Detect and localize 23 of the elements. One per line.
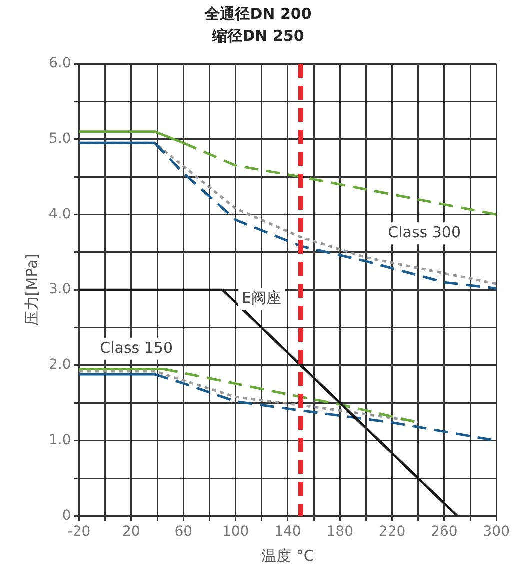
chart-subtitle: 缩径DN 250: [212, 26, 304, 45]
x-tick-label: -20: [68, 524, 91, 540]
y-tick-label: 0: [62, 508, 72, 524]
y-tick-label: 2.0: [49, 357, 72, 374]
x-axis-title: 温度 °C: [262, 546, 314, 565]
annotation: Class 300: [388, 223, 461, 242]
y-tick-label: 4.0: [49, 206, 72, 222]
x-tick-label: 100: [222, 524, 250, 540]
y-tick-label: 1.0: [49, 432, 72, 448]
x-tick-label: 180: [326, 524, 354, 540]
y-tick-label: 6.0: [49, 56, 72, 72]
x-tick-label: 60: [174, 524, 193, 540]
y-tick-label: 3.0: [49, 282, 72, 298]
x-tick-label: 260: [431, 524, 458, 540]
x-tick-label: 20: [122, 524, 140, 540]
x-tick-label: 300: [483, 524, 510, 540]
x-tick-label: 220: [378, 524, 406, 540]
y-tick-label: 5.0: [49, 131, 72, 148]
annotation: Class 150: [100, 338, 174, 357]
annotation: E阀座: [242, 289, 282, 308]
y-axis-title: 压力[MPa]: [22, 254, 41, 326]
chart-title: 全通径DN 200: [204, 4, 312, 23]
x-tick-label: 140: [274, 524, 302, 540]
